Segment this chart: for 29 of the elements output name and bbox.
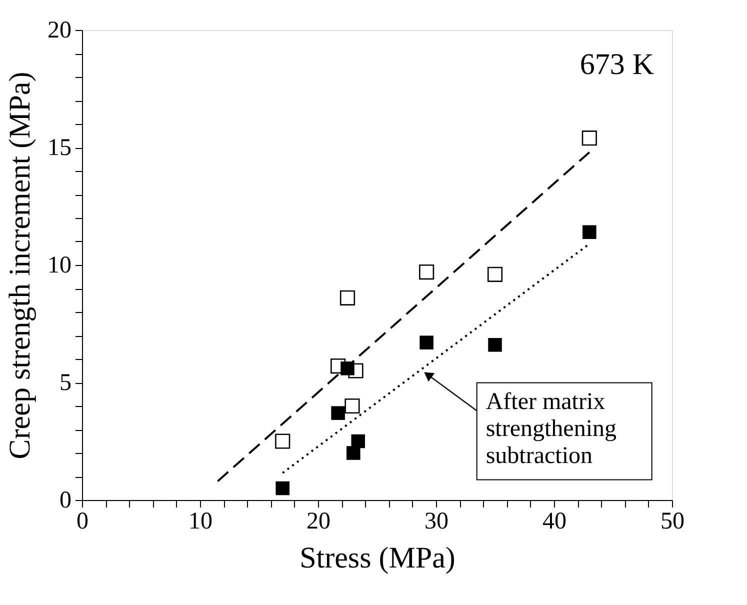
y-tick-label: 0 [60,488,72,514]
x-tick-label: 50 [660,508,684,534]
x-tick-label: 0 [76,508,88,534]
point [276,481,290,496]
point [340,362,354,376]
annotation: 673 K [580,48,654,81]
x-axis-title: Stress (MPa) [300,542,456,574]
point [346,446,360,460]
y-tick-label: 20 [48,18,72,44]
point [340,290,356,306]
point [488,338,502,352]
point [419,264,434,280]
point [420,336,434,350]
y-tick-label: 5 [60,370,72,396]
x-tick-label: 10 [188,508,212,534]
point [582,130,597,146]
point [582,225,596,239]
y-tick-label: 15 [48,135,72,161]
x-tick-label: 30 [424,508,448,534]
y-tick-label: 10 [48,252,72,278]
point [275,434,290,449]
point [331,406,345,420]
y-axis-title: Creep strength increment (MPa) [4,72,36,460]
point [344,398,360,414]
point [351,434,366,448]
point [487,266,503,282]
x-tick-label: 40 [542,508,566,534]
annotation: After matrix strengthening subtraction [486,388,616,469]
x-tick-label: 20 [306,508,330,534]
